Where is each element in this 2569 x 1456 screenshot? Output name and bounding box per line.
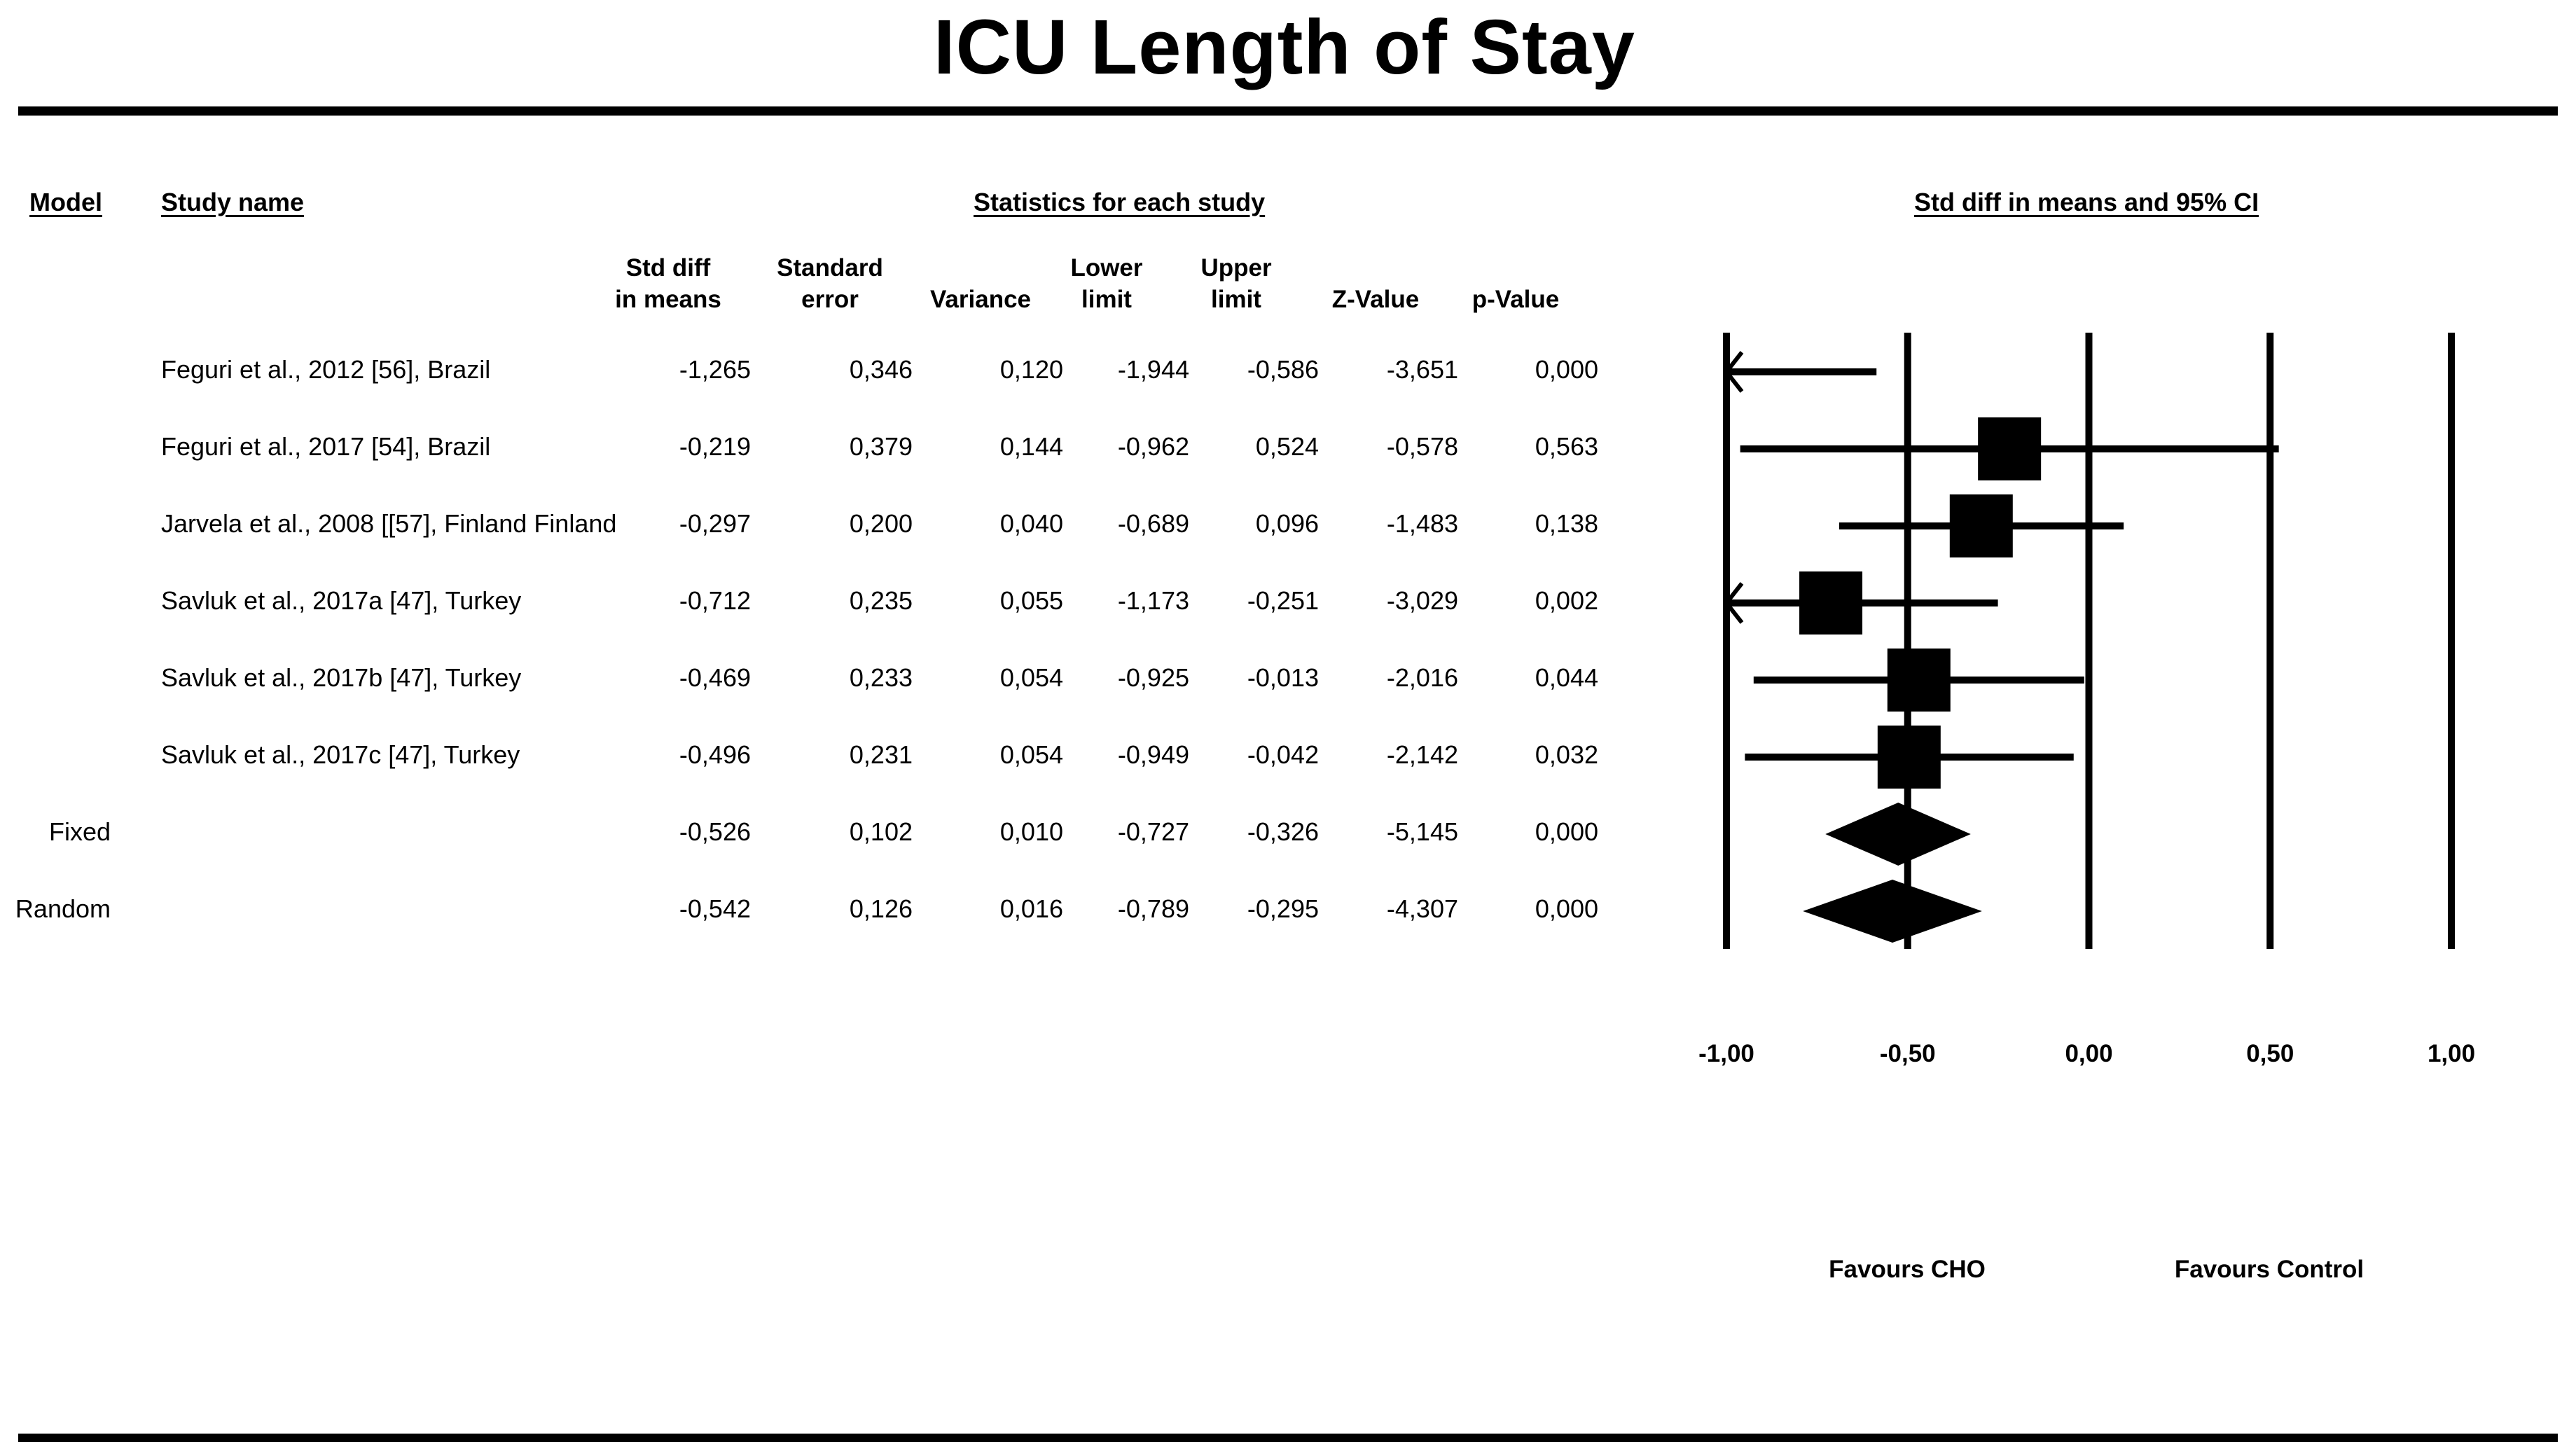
cell-variance: 0,054 — [999, 663, 1063, 692]
cell-variance: 0,054 — [999, 740, 1063, 769]
cell-lower: -0,949 — [1117, 740, 1189, 769]
cell-lower: -0,962 — [1117, 432, 1189, 461]
column-header-variance: Variance — [930, 286, 1031, 313]
cell-upper: -0,326 — [1247, 817, 1319, 846]
cell-std_diff: -0,496 — [679, 740, 751, 769]
column-header-upper: Upper limit — [1200, 254, 1272, 313]
x-tick-label: 0,50 — [2246, 1040, 2294, 1067]
cell-se: 0,231 — [849, 740, 913, 769]
cell-upper: -0,295 — [1247, 894, 1319, 923]
cell-p: 0,044 — [1535, 663, 1598, 692]
column-header-lower: Lower limit — [1070, 254, 1143, 313]
study-name-cell: Jarvela et al., 2008 [[57], Finland Finl… — [161, 509, 617, 538]
cell-p: 0,032 — [1535, 740, 1598, 769]
header-model: Model — [29, 188, 102, 216]
cell-se: 0,235 — [849, 586, 913, 615]
header-statistics: Statistics for each study — [974, 188, 1266, 216]
model-cell: Random — [15, 894, 111, 923]
cell-z: -2,016 — [1386, 663, 1458, 692]
cell-lower: -0,925 — [1117, 663, 1189, 692]
bottom-divider — [18, 1434, 2558, 1442]
cell-lower: -0,789 — [1117, 894, 1189, 923]
cell-p: 0,000 — [1535, 817, 1598, 846]
cell-upper: -0,042 — [1247, 740, 1319, 769]
cell-std_diff: -0,526 — [679, 817, 751, 846]
cell-z: -1,483 — [1386, 509, 1458, 538]
study-name-cell: Feguri et al., 2017 [54], Brazil — [161, 432, 491, 461]
cell-std_diff: -0,542 — [679, 894, 751, 923]
column-header-p: p-Value — [1472, 286, 1560, 313]
cell-se: 0,126 — [849, 894, 913, 923]
cell-p: 0,138 — [1535, 509, 1598, 538]
cell-std_diff: -1,265 — [679, 355, 751, 384]
study-estimate-box — [1887, 649, 1951, 712]
cell-p: 0,563 — [1535, 432, 1598, 461]
study-name-cell: Savluk et al., 2017c [47], Turkey — [161, 740, 520, 769]
cell-std_diff: -0,469 — [679, 663, 751, 692]
ci-clipped-arrow — [1724, 582, 1744, 624]
cell-se: 0,200 — [849, 509, 913, 538]
cell-std_diff: -0,219 — [679, 432, 751, 461]
header-study-name: Study name — [161, 188, 305, 216]
cell-z: -3,029 — [1386, 586, 1458, 615]
study-name-cell: Savluk et al., 2017a [47], Turkey — [161, 586, 522, 615]
cell-upper: -0,586 — [1247, 355, 1319, 384]
cell-variance: 0,040 — [999, 509, 1063, 538]
cell-se: 0,346 — [849, 355, 913, 384]
cell-p: 0,002 — [1535, 586, 1598, 615]
cell-se: 0,233 — [849, 663, 913, 692]
cell-variance: 0,010 — [999, 817, 1063, 846]
header-plot: Std diff in means and 95% CI — [1914, 188, 2259, 216]
summary-diamond — [1803, 880, 1982, 943]
study-name-cell: Feguri et al., 2012 [56], Brazil — [161, 355, 491, 384]
cell-variance: 0,055 — [999, 586, 1063, 615]
top-divider — [18, 106, 2558, 116]
study-estimate-box — [1978, 417, 2042, 480]
cell-z: -2,142 — [1386, 740, 1458, 769]
cell-z: -0,578 — [1386, 432, 1458, 461]
cell-lower: -0,727 — [1117, 817, 1189, 846]
cell-variance: 0,016 — [999, 894, 1063, 923]
cell-variance: 0,120 — [999, 355, 1063, 384]
x-tick-label: 0,00 — [2065, 1040, 2113, 1067]
study-estimate-box — [1799, 571, 1863, 635]
cell-z: -3,651 — [1386, 355, 1458, 384]
cell-upper: -0,251 — [1247, 586, 1319, 615]
study-name-cell: Savluk et al., 2017b [47], Turkey — [161, 663, 522, 692]
x-tick-label: 1,00 — [2427, 1040, 2476, 1067]
ci-clipped-arrow — [1724, 351, 1744, 393]
cell-se: 0,102 — [849, 817, 913, 846]
cell-variance: 0,144 — [999, 432, 1063, 461]
x-tick-label: -0,50 — [1879, 1040, 1936, 1067]
summary-diamond — [1825, 803, 1971, 866]
page-title: ICU Length of Stay — [934, 4, 1635, 90]
cell-upper: -0,013 — [1247, 663, 1319, 692]
cell-upper: 0,524 — [1255, 432, 1319, 461]
cell-upper: 0,096 — [1255, 509, 1319, 538]
x-tick-label: -1,00 — [1698, 1040, 1754, 1067]
column-header-se: Standard error — [777, 254, 883, 313]
cell-z: -5,145 — [1386, 817, 1458, 846]
cell-se: 0,379 — [849, 432, 913, 461]
cell-lower: -1,944 — [1117, 355, 1189, 384]
column-header-z: Z-Value — [1331, 286, 1420, 313]
favours-right-label: Favours Control — [2174, 1256, 2364, 1283]
cell-lower: -0,689 — [1117, 509, 1189, 538]
study-estimate-box — [1949, 494, 2013, 557]
cell-std_diff: -0,297 — [679, 509, 751, 538]
cell-z: -4,307 — [1386, 894, 1458, 923]
cell-p: 0,000 — [1535, 355, 1598, 384]
cell-lower: -1,173 — [1117, 586, 1189, 615]
cell-p: 0,000 — [1535, 894, 1598, 923]
study-estimate-box — [1877, 726, 1941, 789]
cell-std_diff: -0,712 — [679, 586, 751, 615]
column-header-std_diff: Std diff in means — [615, 254, 721, 313]
favours-left-label: Favours CHO — [1829, 1256, 1986, 1283]
model-cell: Fixed — [48, 817, 111, 846]
